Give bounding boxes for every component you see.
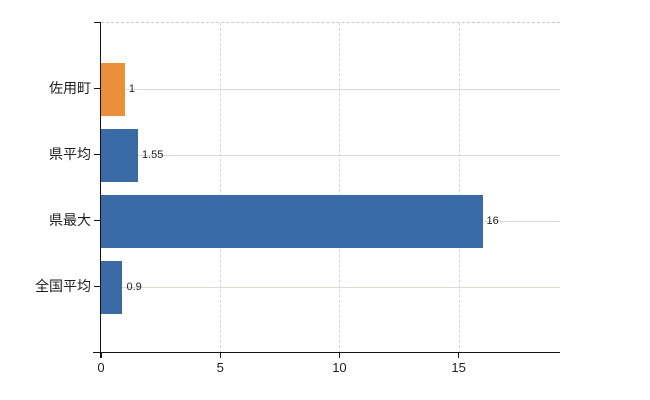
horizontal-gridline — [101, 154, 560, 156]
horizontal-gridline — [101, 286, 560, 288]
value-label: 16 — [486, 215, 499, 227]
bar — [101, 194, 483, 248]
y-axis-tick — [94, 285, 101, 287]
vertical-gridline — [220, 23, 222, 353]
y-axis-top-tick — [94, 22, 101, 23]
plot-area: 1 1.55 16 0.9 — [101, 22, 560, 353]
x-tick-label: 5 — [216, 360, 224, 375]
x-tick-label: 10 — [332, 360, 347, 375]
y-axis-tick — [94, 219, 101, 221]
value-label: 1.55 — [141, 149, 164, 161]
x-axis-tick — [338, 352, 340, 358]
y-axis-tick — [94, 153, 101, 155]
category-label: 全国平均 — [35, 278, 91, 294]
category-label: 佐用町 — [49, 80, 91, 96]
value-label: 0.9 — [126, 281, 142, 293]
x-axis-tick — [219, 352, 221, 358]
horizontal-gridline — [101, 88, 560, 90]
bar — [101, 128, 138, 182]
x-axis-tick — [100, 352, 102, 358]
x-tick-label: 15 — [451, 360, 466, 375]
value-label: 1 — [128, 83, 135, 95]
x-axis-line — [93, 352, 560, 353]
category-label: 県最大 — [49, 212, 91, 228]
x-tick-label: 0 — [97, 360, 105, 375]
y-axis-tick — [94, 87, 101, 89]
x-axis-tick — [458, 352, 460, 358]
y-axis-line — [100, 22, 101, 358]
category-label: 県平均 — [49, 146, 91, 162]
bar — [101, 260, 123, 314]
bar — [101, 62, 125, 116]
vertical-gridline — [339, 23, 341, 353]
vertical-gridline — [458, 23, 460, 353]
